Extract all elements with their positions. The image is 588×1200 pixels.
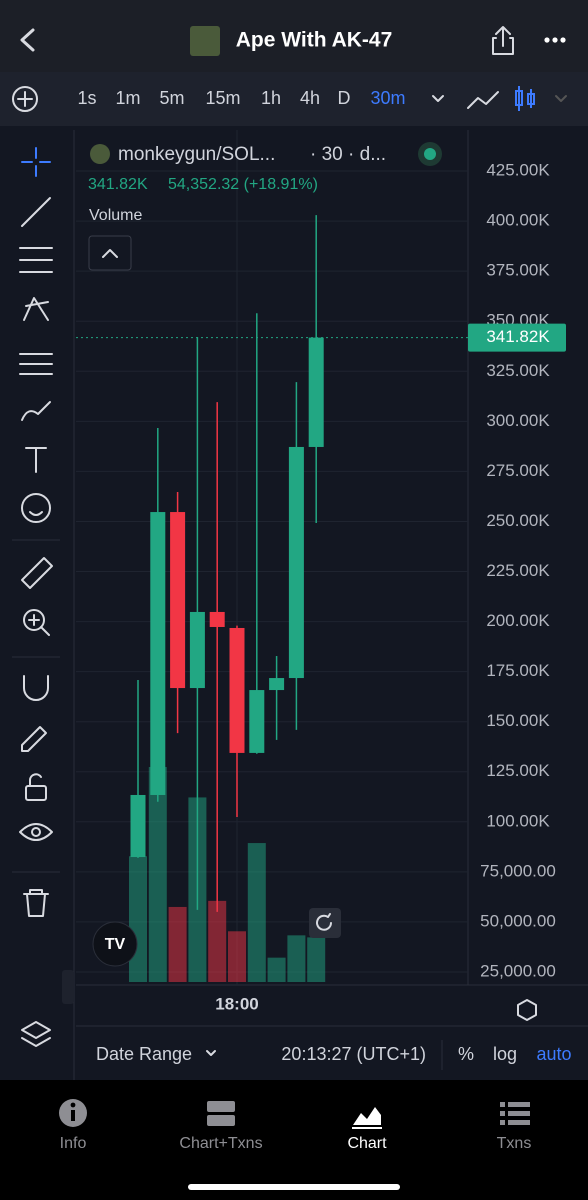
auto-toggle[interactable]: auto <box>536 1044 571 1064</box>
y-tick-label: 300.00K <box>486 411 550 430</box>
y-tick-label: 75,000.00 <box>480 861 556 880</box>
volume-label: Volume <box>89 207 142 224</box>
more-button[interactable] <box>544 37 566 43</box>
last-price-box <box>468 323 566 352</box>
status-dot <box>424 148 436 160</box>
y-tick-label: 25,000.00 <box>480 961 556 980</box>
volume-bar <box>228 931 246 982</box>
home-indicator <box>188 1184 400 1190</box>
legend-price: 341.82K <box>88 176 148 193</box>
candle-body <box>229 627 245 753</box>
tab-bar <box>0 1080 588 1200</box>
volume-bar <box>267 957 286 982</box>
clock: 20:13:27 (UTC+1) <box>281 1044 426 1064</box>
tab-label[interactable]: Info <box>60 1135 87 1152</box>
line-chart-button[interactable] <box>467 91 499 109</box>
tab-label[interactable]: Chart+Txns <box>179 1135 262 1152</box>
volume-bar <box>307 937 326 982</box>
percent-toggle[interactable]: % <box>458 1044 474 1064</box>
interval: · 30 · d... <box>310 144 386 165</box>
candle-chart-button[interactable] <box>515 86 535 111</box>
interval-dropdown[interactable] <box>432 95 444 102</box>
chart-type-dropdown[interactable] <box>555 95 567 102</box>
volume-bar <box>168 906 187 982</box>
timeframe[interactable]: D <box>338 88 351 108</box>
candle-body <box>269 678 285 691</box>
add-indicator[interactable] <box>12 86 38 112</box>
back-button[interactable] <box>20 28 35 52</box>
collapse-button[interactable] <box>88 235 132 271</box>
symbol: monkeygun/SOL... <box>118 144 275 165</box>
candle-body <box>189 611 205 689</box>
x-tick-label: 18:00 <box>215 994 258 1013</box>
y-tick-label: 275.00K <box>486 461 550 480</box>
volume-bar <box>148 767 167 982</box>
date-range-arrow <box>206 1050 216 1056</box>
candle-body <box>130 794 146 858</box>
y-tick-label: 200.00K <box>486 611 550 630</box>
symbol-avatar <box>90 144 110 164</box>
reset-icon <box>316 913 332 931</box>
y-tick-label: 400.00K <box>486 211 550 230</box>
timeframe[interactable]: 30m <box>370 88 405 108</box>
timeframe[interactable]: 15m <box>205 88 240 108</box>
y-tick-label: 125.00K <box>486 761 550 780</box>
panel-handle[interactable] <box>62 970 74 1004</box>
legend-change: 54,352.32 (+18.91%) <box>168 176 318 193</box>
tv-logo[interactable] <box>92 921 138 967</box>
page-title: Ape With AK-47 <box>236 29 393 52</box>
timeframe[interactable]: 1m <box>115 88 140 108</box>
timeframe[interactable]: 1h <box>261 88 281 108</box>
candle-body <box>150 512 166 795</box>
drawing-toolbar <box>0 126 72 1080</box>
tab-label[interactable]: Chart <box>347 1135 387 1152</box>
tab-icons <box>59 1099 530 1129</box>
volume-bar <box>129 856 147 982</box>
y-tick-label: 375.00K <box>486 261 550 280</box>
last-price-label: 341.82K <box>486 327 550 346</box>
tab-label[interactable]: Txns <box>497 1135 532 1152</box>
date-range[interactable]: Date Range <box>96 1044 192 1064</box>
share-button[interactable] <box>492 26 514 55</box>
candle-body <box>308 337 324 447</box>
y-tick-label: 250.00K <box>486 511 550 530</box>
candle-body <box>288 446 304 679</box>
y-tick-label: 50,000.00 <box>480 911 556 930</box>
y-tick-label: 175.00K <box>486 661 550 680</box>
token-avatar <box>190 26 220 56</box>
y-tick-label: 225.00K <box>486 561 550 580</box>
volume-bar <box>287 935 306 982</box>
tv-logo-text: TV <box>105 936 126 953</box>
timeframe[interactable]: 1s <box>77 88 96 108</box>
reset-button[interactable] <box>309 908 341 938</box>
y-tick-label: 325.00K <box>486 361 550 380</box>
header-bar <box>0 0 588 72</box>
collapse-icon <box>102 249 118 258</box>
y-tick-label: 100.00K <box>486 811 550 830</box>
candle-body <box>249 690 265 753</box>
timeframe[interactable]: 5m <box>159 88 184 108</box>
candle-body <box>209 611 225 627</box>
log-toggle[interactable]: log <box>493 1044 517 1064</box>
volume-bar <box>208 900 227 982</box>
candle-body <box>170 512 186 689</box>
y-tick-label: 425.00K <box>486 161 550 180</box>
drawing-tools[interactable] <box>19 147 53 1047</box>
settings-button[interactable] <box>517 999 537 1021</box>
toolbar-dividers <box>12 130 588 1080</box>
y-tick-label: 150.00K <box>486 711 550 730</box>
volume-bar <box>247 843 266 982</box>
plot-area <box>76 130 468 985</box>
timeframe[interactable]: 4h <box>300 88 320 108</box>
